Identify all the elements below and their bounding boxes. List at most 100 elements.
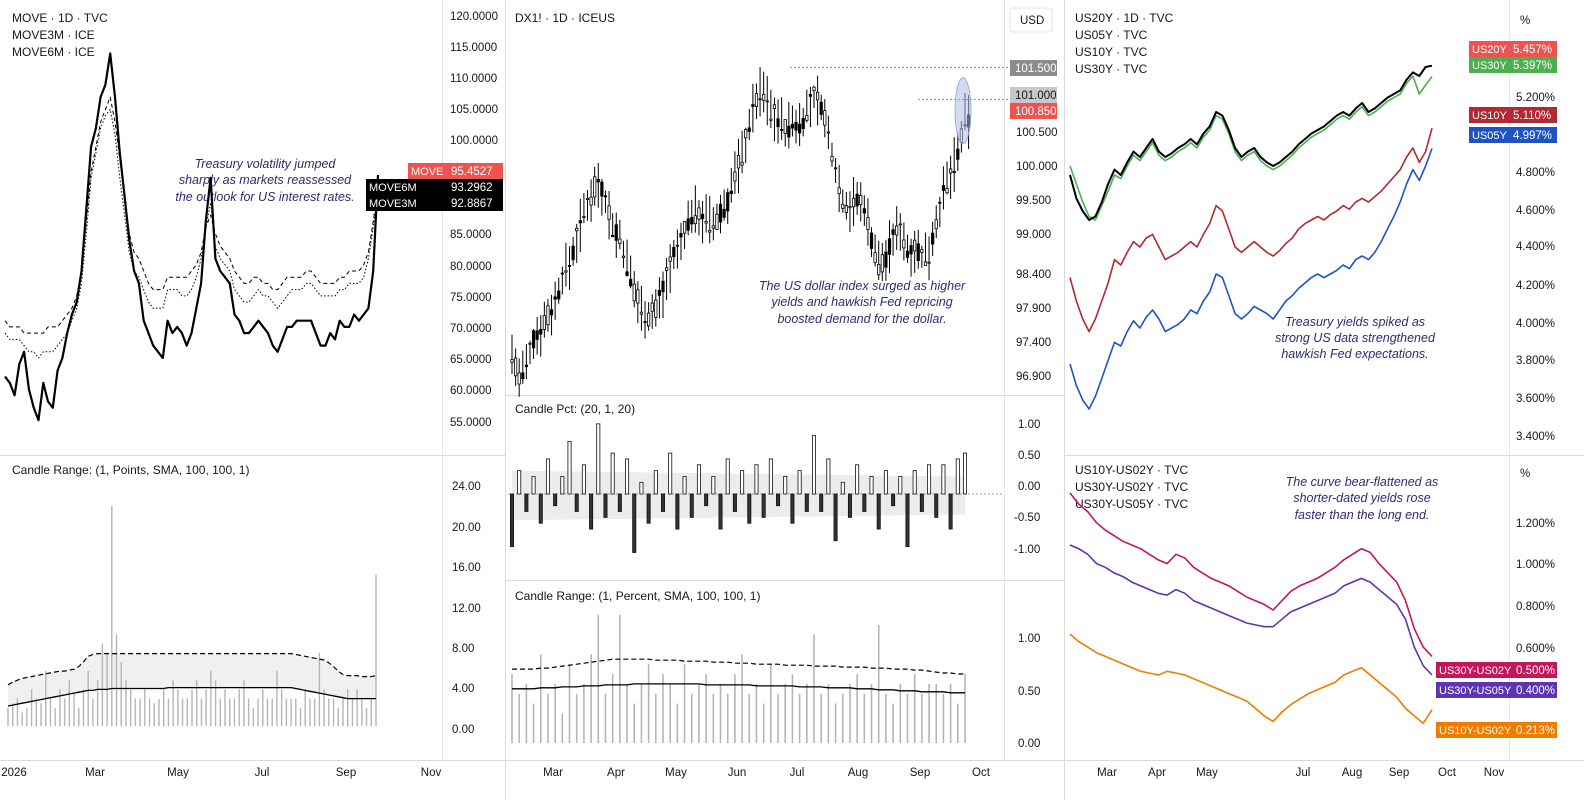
yields-plot-area xyxy=(1069,64,1433,410)
dx-candle-body xyxy=(657,289,662,296)
dx-candle-body xyxy=(794,121,798,131)
us30y-series-line xyxy=(1069,75,1433,221)
panel-move-range: Candle Range: (1, Points, SMA, 100, 100,… xyxy=(7,463,481,736)
yields-unit[interactable]: % xyxy=(1520,15,1530,27)
dx-candle-body xyxy=(740,161,744,166)
panel-yields: US20Y · 1D · TVC US05Y · TVC US10Y · TVC… xyxy=(1069,11,1557,443)
dx-candle-body xyxy=(611,234,615,238)
move-y-tick: 100.0000 xyxy=(450,135,498,147)
dx-candle-body xyxy=(913,239,917,252)
move-legend-1[interactable]: MOVE · 1D · TVC xyxy=(12,11,108,25)
dx-pct-bar xyxy=(955,458,960,495)
move-series-line xyxy=(4,52,380,422)
move-range-y-tick: 12.00 xyxy=(452,603,481,615)
s30-02-series-line xyxy=(1069,492,1433,657)
dx-candle-body xyxy=(557,290,561,300)
move-range-upper-line xyxy=(7,652,377,686)
spreads-legend-3[interactable]: US30Y-US05Y · TVC xyxy=(1075,497,1189,511)
yields-legend-3[interactable]: US10Y · TVC xyxy=(1075,45,1148,59)
move-range-plot-area xyxy=(7,505,377,727)
move-legend-3[interactable]: MOVE6M · ICE xyxy=(12,45,95,59)
dx-candle-body xyxy=(949,168,953,174)
move-label-value: 95.4527 xyxy=(451,166,493,178)
dx-candle-body xyxy=(647,312,651,327)
dx-pct-legend[interactable]: Candle Pct: (20, 1, 20) xyxy=(515,402,635,416)
s30-02-label-bg xyxy=(1436,662,1557,678)
dx-pct-bar xyxy=(754,464,759,495)
dx-candle-body xyxy=(744,129,748,139)
dx-pct-bar xyxy=(804,493,809,512)
dx-candle-body xyxy=(787,125,791,138)
dx-pct-bar xyxy=(847,493,852,518)
dx-candle-body xyxy=(945,188,949,194)
dx-candle-body xyxy=(679,233,683,238)
dx-pct-bar xyxy=(553,493,558,507)
move-range-legend[interactable]: Candle Range: (1, Points, SMA, 100, 100,… xyxy=(12,463,249,477)
spreads-price-labels: US30Y-US02Y 0.500% US30Y-US05Y 0.400% US… xyxy=(1436,662,1557,738)
spreads-unit[interactable]: % xyxy=(1520,468,1530,480)
move-y-tick: 80.0000 xyxy=(450,261,492,273)
move-label-name: MOVE xyxy=(411,166,443,178)
dx-pct-bar xyxy=(876,493,881,530)
dx-pct-bar xyxy=(905,493,910,548)
dx-candle-body xyxy=(916,243,920,262)
panel-spreads: US10Y-US02Y · TVC US30Y-US02Y · TVC US30… xyxy=(1069,463,1557,738)
dx-candle-body xyxy=(931,232,935,245)
yields-legend-4[interactable]: US30Y · TVC xyxy=(1075,62,1148,76)
spreads-annotation-line-2: shorter-dated yields rose xyxy=(1293,491,1430,505)
dx-candle-body xyxy=(941,185,946,191)
s30-02-label-value: 0.500% xyxy=(1516,665,1555,677)
currency-button[interactable] xyxy=(1009,7,1053,33)
dx-price-labels: 101.500 101.000 100.850 xyxy=(790,60,1057,119)
move-legend-2[interactable]: MOVE3M · ICE xyxy=(12,28,95,42)
dx-pct-bar xyxy=(545,458,550,495)
dx-pct-y-tick: 0.00 xyxy=(1018,481,1040,493)
move6m-label-name: MOVE6M xyxy=(369,182,417,194)
dx-candle-body xyxy=(877,263,881,276)
dx-label-mid: 101.000 xyxy=(1015,90,1057,102)
us30y-label-value: 5.397% xyxy=(1513,60,1552,72)
us10y-label-value: 5.110% xyxy=(1513,110,1551,122)
dx-pct-y-tick: -1.00 xyxy=(1014,544,1040,556)
dx-range-legend[interactable]: Candle Range: (1, Percent, SMA, 100, 100… xyxy=(515,589,760,603)
us20y-label-bg xyxy=(1469,41,1557,57)
s30-05-series-line xyxy=(1069,544,1433,676)
dx-pct-bar xyxy=(919,493,924,512)
move-y-tick: 110.0000 xyxy=(450,73,497,85)
dx-candle-body xyxy=(887,238,892,255)
dx-candle-body xyxy=(510,359,514,363)
dx-pct-bar xyxy=(747,493,752,524)
dx-candle-body xyxy=(672,246,676,258)
x-tick-right: Jul xyxy=(1296,767,1311,779)
yields-y-tick: 4.000% xyxy=(1516,318,1555,330)
move-range-y-tick: 8.00 xyxy=(452,643,474,655)
us05y-series-line xyxy=(1069,148,1433,410)
dx-pct-bar xyxy=(711,476,716,495)
dx-candle-body xyxy=(682,221,687,234)
dx-pct-bar xyxy=(862,493,867,512)
dx-candle-body xyxy=(823,110,827,126)
dx-pct-bar xyxy=(704,493,709,507)
spreads-legend-1[interactable]: US10Y-US02Y · TVC xyxy=(1075,463,1189,477)
yields-y-tick: 3.800% xyxy=(1516,355,1555,367)
dx-y-axis: 100.500 100.000 99.500 99.000 98.400 97.… xyxy=(1016,127,1058,383)
us30y-label-name: US30Y xyxy=(1472,60,1508,72)
yields-legend-2[interactable]: US05Y · TVC xyxy=(1075,28,1148,42)
dx-legend[interactable]: DX1! · 1D · ICEUS xyxy=(515,11,615,25)
spreads-y-tick: 0.800% xyxy=(1516,601,1555,613)
yields-legend-1[interactable]: US20Y · 1D · TVC xyxy=(1075,11,1174,25)
dx-candle-body xyxy=(747,127,751,132)
move-y-tick: 105.0000 xyxy=(450,104,498,116)
yields-annotation-line-1: Treasury yields spiked as xyxy=(1285,315,1425,329)
dx-pct-bar xyxy=(646,493,651,524)
x-tick-right: Nov xyxy=(1484,767,1505,779)
spreads-legend-2[interactable]: US30Y-US02Y · TVC xyxy=(1075,480,1189,494)
dx-pct-bar xyxy=(941,464,946,495)
dx-candle-body xyxy=(772,104,777,109)
s30-02-label-name: US30Y-US02Y xyxy=(1439,665,1512,677)
dx-candle-body xyxy=(830,156,834,162)
yields-y-tick: 4.200% xyxy=(1516,280,1555,292)
dx-candle-body xyxy=(571,245,575,261)
us30y-label-bg xyxy=(1469,57,1557,73)
